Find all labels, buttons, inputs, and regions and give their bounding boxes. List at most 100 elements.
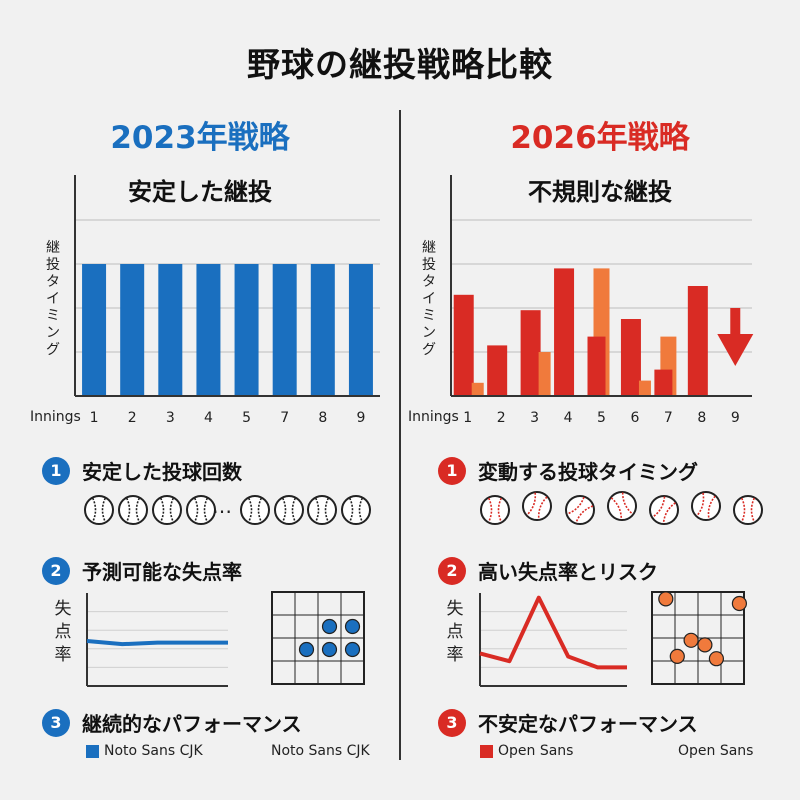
number-badge: 3 bbox=[42, 708, 70, 737]
bar-secondary bbox=[471, 382, 484, 396]
scatter-point bbox=[731, 595, 748, 612]
stitch-line bbox=[566, 496, 585, 515]
left-x-axis-label: Innings bbox=[30, 409, 81, 425]
baseball-icon bbox=[240, 495, 270, 525]
scatter-point bbox=[321, 641, 338, 658]
stitch-line bbox=[526, 492, 537, 516]
down-arrow-shaft bbox=[730, 308, 741, 338]
left-y-axis-label: 継投タイミング bbox=[46, 240, 60, 358]
tick-label: 2 bbox=[128, 410, 137, 426]
stitch-line bbox=[291, 497, 297, 523]
tick-label: 2 bbox=[497, 410, 506, 426]
right-section-1: 1 変動する投球タイミング bbox=[438, 456, 698, 485]
scatter-point bbox=[344, 618, 361, 635]
right-chart-title: 不規則な継投 bbox=[528, 178, 672, 206]
number-badge: 2 bbox=[42, 556, 70, 585]
baseball-icon bbox=[480, 495, 510, 525]
baseball-stitches bbox=[566, 496, 594, 524]
baseball-icon bbox=[733, 495, 763, 525]
bar bbox=[82, 264, 107, 396]
left-section-3: 3 継続的なパフォーマンス bbox=[42, 708, 302, 737]
right-legend-swatch bbox=[480, 745, 493, 758]
stitch-line bbox=[707, 495, 716, 520]
bar bbox=[587, 336, 606, 396]
baseball-stitches bbox=[193, 497, 209, 523]
right-baseball-row bbox=[480, 491, 763, 525]
baseball-stitches bbox=[652, 496, 676, 524]
tick-label: 7 bbox=[280, 410, 289, 426]
baseball-icon bbox=[186, 495, 216, 525]
down-arrow-head bbox=[717, 334, 754, 366]
bar bbox=[520, 310, 541, 396]
bar bbox=[348, 264, 373, 396]
tick-label: 5 bbox=[597, 410, 606, 426]
left-bar-chart: 1 2 3 4 5 7 8 9 bbox=[74, 175, 380, 426]
left-legend-swatch bbox=[86, 745, 99, 758]
left-legend-label: Noto Sans CJK bbox=[104, 743, 203, 759]
left-baseball-row bbox=[84, 495, 371, 525]
tick-label: 8 bbox=[697, 410, 706, 426]
bar bbox=[234, 264, 259, 396]
right-legend-label: Open Sans bbox=[498, 743, 574, 759]
stitch-line bbox=[652, 496, 666, 518]
tick-label: 6 bbox=[630, 410, 639, 426]
left-section-2-label: 予測可能な失点率 bbox=[82, 560, 242, 584]
stitch-line bbox=[497, 497, 503, 523]
stitch-line bbox=[247, 497, 253, 523]
left-legend-right-label: Noto Sans CJK bbox=[271, 743, 370, 759]
baseball-icon bbox=[649, 495, 679, 525]
tick-label: 9 bbox=[731, 410, 740, 426]
baseball-icon bbox=[565, 495, 595, 525]
scatter-point bbox=[697, 637, 713, 653]
column-divider bbox=[399, 110, 401, 760]
right-x-axis-label: Innings bbox=[408, 409, 459, 425]
baseball-stitches bbox=[314, 497, 330, 523]
left-section-1-label: 安定した投球回数 bbox=[82, 460, 242, 484]
baseball-icon bbox=[522, 491, 552, 521]
tick-label: 4 bbox=[564, 410, 573, 426]
line-series bbox=[479, 595, 627, 670]
right-y-axis-label: 継投タイミング bbox=[422, 240, 436, 358]
left-section-2: 2 予測可能な失点率 bbox=[42, 556, 242, 585]
page-title: 野球の継投戦略比較 bbox=[247, 45, 553, 84]
baseball-stitches bbox=[610, 492, 634, 520]
baseball-icon bbox=[307, 495, 337, 525]
bar bbox=[687, 286, 708, 396]
right-section-3-label: 不安定なパフォーマンス bbox=[478, 712, 698, 736]
baseball-stitches bbox=[159, 497, 175, 523]
stitch-line bbox=[575, 505, 594, 524]
scatter-point bbox=[683, 632, 699, 648]
stitch-line bbox=[740, 497, 746, 523]
tick-label: 5 bbox=[242, 410, 251, 426]
right-section-3: 3 不安定なパフォーマンス bbox=[438, 708, 698, 737]
stitch-line bbox=[135, 497, 141, 523]
baseball-stitches bbox=[91, 497, 107, 523]
baseball-icon bbox=[84, 495, 114, 525]
right-heading: 2026年戦略 bbox=[510, 120, 690, 156]
scatter-point bbox=[344, 641, 361, 658]
number-badge: 3 bbox=[438, 708, 466, 737]
number-badge: 1 bbox=[438, 456, 466, 485]
tick-label: 3 bbox=[530, 410, 539, 426]
bar bbox=[620, 319, 641, 396]
right-bar-chart: 1 2 3 4 5 6 7 8 9 bbox=[450, 175, 754, 426]
stitch-line bbox=[314, 497, 320, 523]
bar bbox=[158, 264, 183, 396]
tick-label: 3 bbox=[166, 410, 175, 426]
ellipsis: … bbox=[212, 494, 232, 518]
right-section-1-label: 変動する投球タイミング bbox=[478, 460, 698, 484]
right-legend-right-label: Open Sans bbox=[678, 743, 754, 759]
number-badge: 2 bbox=[438, 556, 466, 585]
bar bbox=[453, 294, 474, 396]
number-badge: 1 bbox=[42, 456, 70, 485]
left-heading: 2023年戦略 bbox=[110, 120, 290, 156]
scatter-point bbox=[658, 591, 674, 607]
baseball-stitches bbox=[487, 497, 503, 523]
tick-label: 9 bbox=[356, 410, 365, 426]
bar bbox=[310, 264, 335, 396]
stitch-line bbox=[91, 497, 97, 523]
bar bbox=[120, 264, 145, 396]
left-line-chart bbox=[86, 593, 228, 687]
left-side-label: 失点率 bbox=[54, 599, 72, 665]
